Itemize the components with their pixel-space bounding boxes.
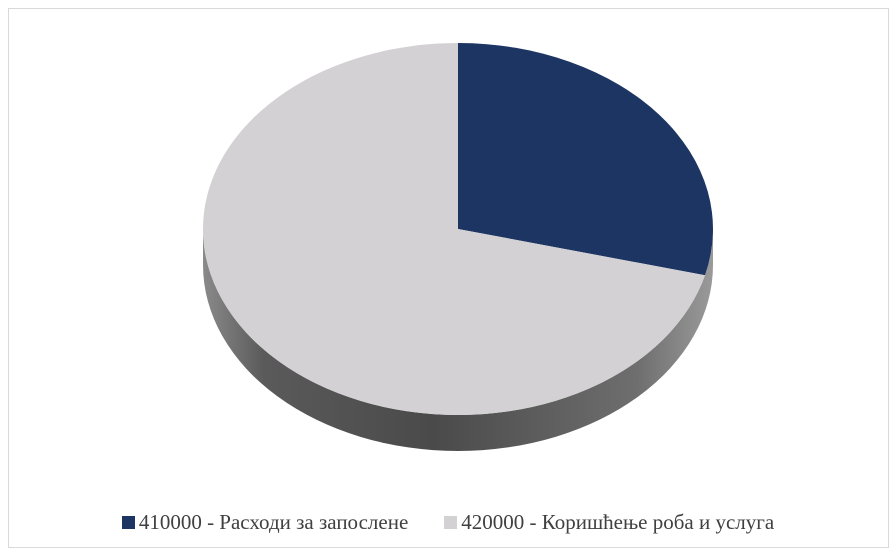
legend-item-goods-services: 420000 - Коришћење роба и услуга	[444, 510, 774, 535]
legend: 410000 - Расходи за запослене 420000 - К…	[0, 510, 896, 535]
pie-slice-0	[458, 43, 713, 276]
legend-swatch-employee-expenses	[121, 516, 135, 529]
pie-side-wall-shape	[203, 229, 713, 451]
pie-slice-1	[203, 43, 705, 416]
legend-label-goods-services: 420000 - Коришћење роба и услуга	[461, 510, 775, 534]
pie-side-wall	[203, 229, 713, 451]
legend-swatch-goods-services	[444, 516, 458, 529]
legend-label-employee-expenses: 410000 - Расходи за запослене	[138, 510, 409, 534]
legend-item-employee-expenses: 410000 - Расходи за запослене	[121, 510, 409, 535]
pie-slices	[203, 43, 713, 416]
